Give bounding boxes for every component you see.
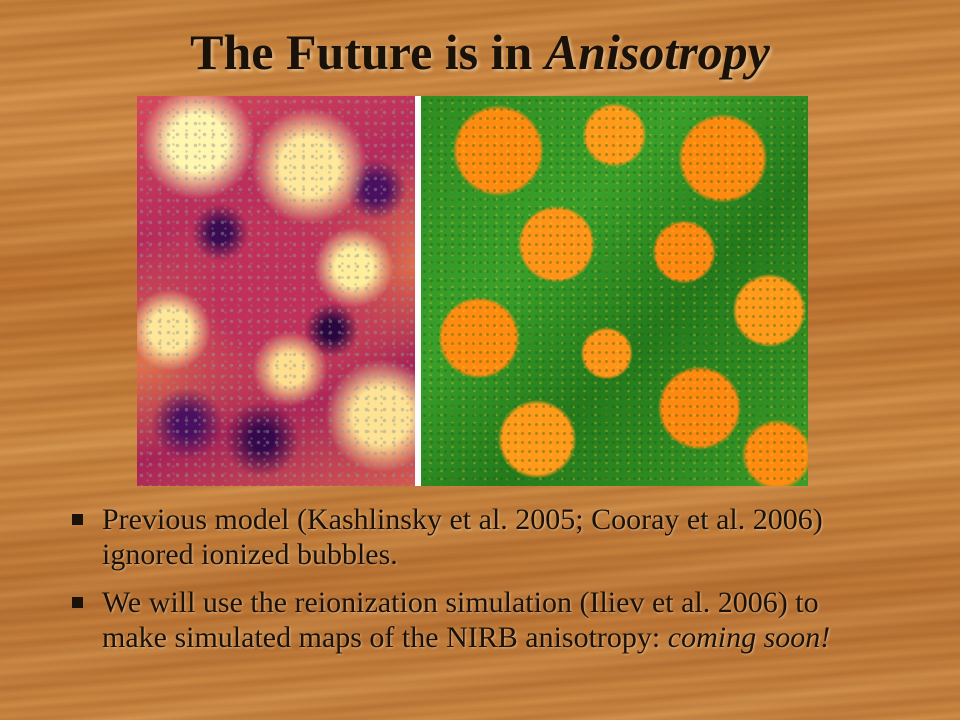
map-speckle-overlay bbox=[137, 96, 415, 486]
bullet-list: Previous model (Kashlinsky et al. 2005; … bbox=[70, 502, 890, 668]
nirb-intensity-map bbox=[137, 96, 415, 486]
bullet-item-reionization-simulation: We will use the reionization simulation … bbox=[70, 585, 890, 655]
simulation-figure bbox=[137, 96, 808, 486]
square-bullet-icon bbox=[72, 514, 83, 525]
ionized-bubble-map bbox=[421, 96, 808, 486]
square-bullet-icon bbox=[72, 597, 83, 608]
bullet-item-previous-model: Previous model (Kashlinsky et al. 2005; … bbox=[70, 502, 890, 572]
bullet-emphasis: coming soon! bbox=[667, 621, 831, 654]
map-speckle-overlay bbox=[421, 96, 808, 486]
bullet-text: We will use the reionization simulation … bbox=[102, 586, 819, 654]
slide-title-emphasis: Anisotropy bbox=[544, 24, 770, 80]
bullet-text: Previous model (Kashlinsky et al. 2005; … bbox=[102, 503, 823, 571]
slide-title-main: The Future is in bbox=[190, 24, 545, 80]
slide-title: The Future is in Anisotropy bbox=[0, 22, 960, 82]
